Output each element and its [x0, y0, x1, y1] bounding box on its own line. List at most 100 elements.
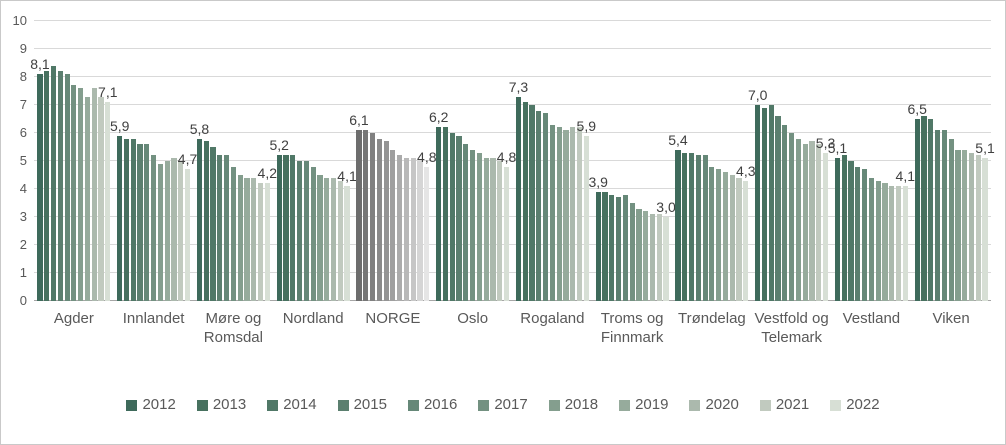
legend-swatch-2020 — [689, 399, 701, 411]
bar-vestland-2015 — [855, 166, 861, 301]
bar-nordland-2014 — [290, 155, 296, 301]
data-label-agder-2012: 8,1 — [30, 56, 50, 73]
legend-swatch-2021 — [759, 399, 771, 411]
bar-oslo-2013 — [442, 127, 449, 301]
bar-agder-2021 — [98, 96, 104, 301]
bar-trøndelag-2014 — [688, 152, 695, 301]
y-tick-label: 9 — [19, 41, 27, 56]
bar-viken-2015 — [934, 130, 941, 301]
bar-vestfold-og-telemark-2020 — [809, 141, 815, 301]
gridline — [34, 76, 991, 77]
data-label-troms-og-finnmark-2022: 3,0 — [656, 199, 676, 215]
x-label-trøndelag: Trøndelag — [677, 310, 746, 327]
data-label-vestfold-og-telemark-2022: 5,3 — [815, 134, 836, 151]
bar-nordland-2013 — [283, 155, 289, 301]
bar-trøndelag-2017 — [709, 166, 715, 301]
bar-nordland-2020 — [330, 177, 337, 301]
bar-norge-2019 — [403, 158, 410, 301]
bar-nordland-2015 — [296, 161, 303, 301]
legend-item-2014: 2014 — [267, 396, 317, 413]
x-label-nordland: Nordland — [282, 310, 344, 327]
bar-møre-og-romsdal-2017 — [230, 166, 236, 301]
legend-item-2012: 2012 — [126, 396, 176, 413]
data-label-trøndelag-2012: 5,4 — [668, 131, 688, 148]
data-label-innlandet-2012: 5,9 — [109, 117, 130, 134]
legend-label-2017: 2017 — [494, 396, 528, 413]
bar-møre-og-romsdal-2020 — [251, 177, 257, 301]
bar-trøndelag-2018 — [716, 169, 722, 301]
bar-norge-2015 — [376, 138, 382, 301]
bar-vestland-2018 — [875, 180, 881, 301]
x-label-møre-og-romsdal: Møre og Romsdal — [203, 310, 263, 346]
gridline — [34, 160, 991, 161]
x-label-vestfold-og-telemark: Vestfold og Telemark — [754, 310, 829, 346]
bar-møre-og-romsdal-2014 — [210, 147, 216, 301]
data-label-vestfold-og-telemark-2012: 7,0 — [747, 87, 768, 103]
legend-swatch-2018 — [548, 399, 560, 411]
legend-label-2014: 2014 — [283, 396, 317, 413]
x-label-viken: Viken — [932, 310, 970, 327]
x-label-agder: Agder — [53, 310, 94, 327]
legend-label-2012: 2012 — [142, 396, 176, 413]
bar-innlandet-2014 — [130, 138, 136, 301]
legend: 2012 2013 2014 2015 2016 2017 2018 2019 2020 2021… — [1, 397, 1005, 413]
bar-group-oslo: 6,2 4,8 — [429, 21, 517, 301]
bar-trøndelag-2013 — [682, 152, 688, 301]
bar-norge-2021 — [417, 161, 423, 301]
bar-møre-og-romsdal-2015 — [217, 155, 223, 301]
bar-nordland-2017 — [310, 166, 316, 301]
bar-vestfold-og-telemark-2021 — [816, 144, 822, 301]
legend-label-2020: 2020 — [705, 396, 739, 413]
bar-nordland-2021 — [337, 180, 343, 301]
bar-troms-og-finnmark-2018 — [636, 208, 642, 301]
data-label-nordland-2022: 4,1 — [337, 168, 357, 185]
gridline — [34, 216, 991, 217]
legend-swatch-2013 — [196, 399, 208, 411]
legend-item-2019: 2019 — [619, 397, 668, 413]
legend-item-2016: 2016 — [407, 397, 457, 413]
data-label-rogaland-2012: 7,3 — [508, 78, 529, 95]
bar-trøndelag-2020 — [729, 175, 735, 301]
data-label-nordland-2012: 5,2 — [269, 137, 289, 154]
bar-group-nordland: 5,2 4,1 — [269, 21, 357, 301]
legend-item-2013: 2013 — [196, 396, 247, 413]
bar-innlandet-2012: 5,9 — [110, 118, 129, 301]
bar-rogaland-2019 — [563, 130, 569, 301]
y-tick-label: 0 — [19, 293, 27, 308]
bar-vestfold-og-telemark-2016 — [782, 124, 788, 301]
x-axis-labels: Agder Innlandet Møre og Romsdal Nordland NOR… — [34, 309, 991, 347]
bar-innlandet-2022: 4,7 — [178, 151, 197, 301]
bar-norge-2014 — [369, 133, 376, 301]
bar-group-innlandet: 5,9 4,7 — [110, 21, 197, 301]
bar-vestfold-og-telemark-2012: 7,0 — [748, 87, 767, 301]
plot-area: 8,1 7,1 5,9 4,7 5,8 4,2 5,2 4,1 6,1 4,8 6,2 4,8 7,3 5… — [30, 20, 995, 301]
bar-innlandet-2019 — [164, 161, 170, 301]
data-label-oslo-2022: 4,8 — [496, 148, 517, 165]
bar-norge-2012: 6,1 — [349, 112, 369, 301]
x-axis-line — [34, 300, 991, 301]
legend-label-2013: 2013 — [212, 396, 247, 413]
bar-oslo-2020 — [490, 158, 496, 301]
bar-rogaland-2014 — [529, 105, 535, 301]
legend-item-2017: 2017 — [478, 396, 528, 413]
bar-norge-2016 — [383, 141, 389, 301]
bar-agder-2017 — [71, 85, 77, 301]
bar-viken-2012: 6,5 — [907, 101, 927, 301]
legend-item-2020: 2020 — [689, 396, 739, 413]
bar-norge-2020 — [410, 158, 416, 301]
bar-møre-og-romsdal-2019 — [244, 177, 250, 301]
data-label-norge-2022: 4,8 — [417, 148, 437, 165]
data-label-møre-og-romsdal-2022: 4,2 — [257, 165, 278, 182]
bar-vestfold-og-telemark-2018 — [795, 138, 801, 301]
bar-møre-og-romsdal-2022: 4,2 — [258, 165, 277, 301]
gridline — [34, 188, 991, 189]
data-label-viken-2022: 5,1 — [975, 140, 995, 157]
bar-nordland-2018 — [317, 175, 323, 301]
bar-møre-og-romsdal-2013 — [203, 141, 209, 301]
bar-norge-2017 — [390, 149, 396, 301]
bar-vestfold-og-telemark-2017 — [789, 133, 795, 301]
gridline — [34, 132, 991, 133]
bar-troms-og-finnmark-2019 — [643, 211, 649, 301]
bar-group-agder: 8,1 7,1 — [30, 21, 118, 301]
